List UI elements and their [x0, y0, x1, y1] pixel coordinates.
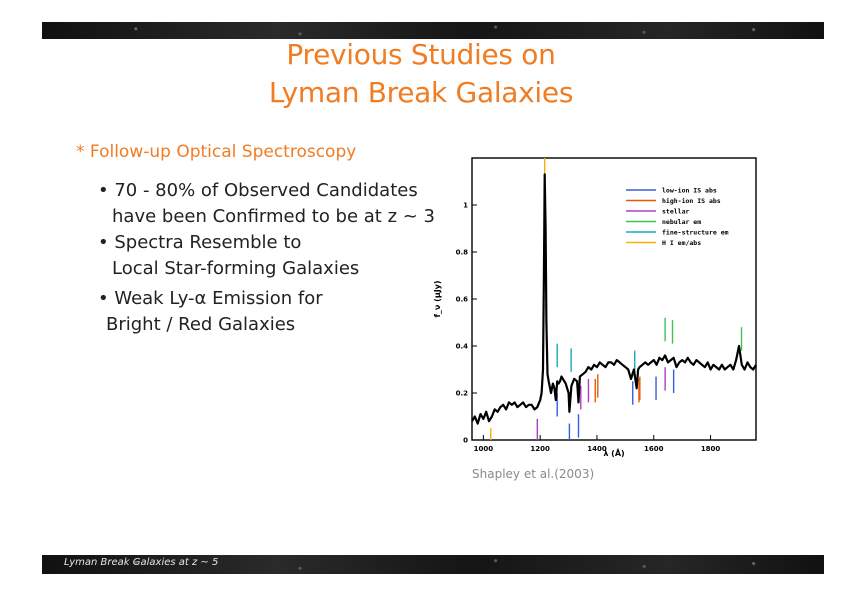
y-tick-label: 0.2	[456, 390, 469, 398]
legend-label: fine-structure em	[662, 229, 729, 237]
y-tick-label: 0.8	[456, 249, 469, 257]
x-tick-label: 1400	[587, 445, 607, 453]
x-tick-label: 1600	[644, 445, 664, 453]
section-heading: * Follow-up Optical Spectroscopy	[76, 142, 357, 162]
y-tick-label: 0.6	[456, 296, 469, 304]
header-bar	[42, 22, 824, 39]
bullet-3-line1: • Weak Ly-α Emission for	[98, 288, 323, 309]
legend-label: stellar	[662, 208, 689, 216]
y-tick-label: 0.4	[456, 343, 469, 351]
axis-ticks: 1000 1200 1400 1600 1800 0 0.2 0.4 0.6 0.8 1	[456, 202, 721, 454]
legend-label: nebular em	[662, 218, 701, 226]
x-tick-label: 1800	[701, 445, 721, 453]
legend: low-ion IS abs high-ion IS abs stellar nebu…	[626, 187, 729, 247]
footer-text: Lyman Break Galaxies at z ~ 5	[64, 557, 219, 568]
bullet-2-line1: • Spectra Resemble to	[98, 232, 302, 253]
legend-label: low-ion IS abs	[662, 187, 717, 195]
x-tick-label: 1000	[474, 445, 494, 453]
slide-title-line1: Previous Studies on	[286, 38, 556, 71]
spectrum-line	[471, 173, 757, 425]
bullet-2-line2: Local Star-forming Galaxies	[112, 258, 360, 279]
bullet-3-line2: Bright / Red Galaxies	[106, 314, 296, 335]
figure-caption: Shapley et al.(2003)	[472, 467, 595, 481]
y-axis-label: f_ν (μJy)	[433, 280, 442, 317]
y-tick-label: 1	[463, 202, 468, 210]
spectrum-chart: 1000 1200 1400 1600 1800 0 0.2 0.4 0.6 0.8 1 low-i…	[433, 157, 757, 458]
plot-frame	[471, 157, 757, 441]
legend-label: high-ion IS abs	[662, 197, 721, 205]
x-tick-label: 1200	[530, 445, 550, 453]
footer-bar: Lyman Break Galaxies at z ~ 5	[42, 555, 824, 574]
bullet-1-line1: • 70 - 80% of Observed Candidates	[98, 180, 418, 201]
slide-title-line2: Lyman Break Galaxies	[268, 76, 574, 109]
bullet-1-line2: have been Confirmed to be at z ~ 3	[112, 206, 436, 227]
y-tick-label: 0	[463, 437, 468, 445]
x-axis-label: λ (Å)	[603, 448, 624, 458]
legend-label: H I em/abs	[662, 239, 701, 247]
feature-lines	[490, 158, 743, 440]
